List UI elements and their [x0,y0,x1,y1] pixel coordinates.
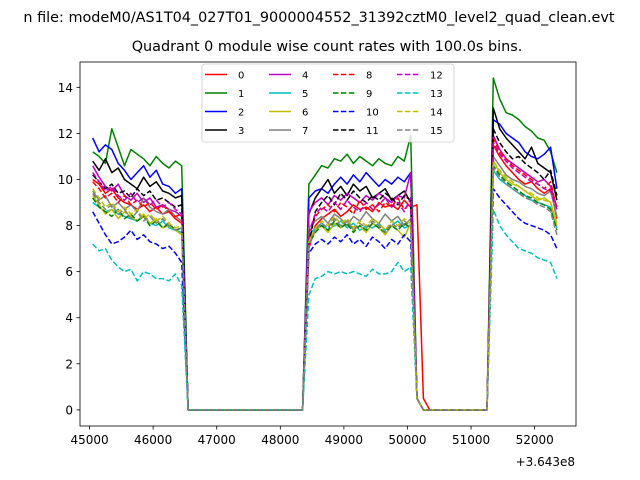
x-tick-label: 49000 [325,433,363,447]
legend-label-4: 4 [302,71,308,82]
legend-label-3: 3 [238,126,244,137]
legend-label-14: 14 [430,108,443,119]
axes-frame [79,61,577,427]
legend-label-9: 9 [366,89,372,100]
chart-title: Quadrant 0 module wise count rates with … [132,39,523,55]
y-tick-label: 10 [58,173,73,187]
legend-label-12: 12 [430,71,443,82]
legend-label-10: 10 [366,108,379,119]
legend-label-7: 7 [302,126,308,137]
series-line-8 [92,137,558,411]
legend-label-11: 11 [366,126,379,137]
legend-label-1: 1 [238,89,244,100]
figure-suptitle: n file: modeM0/AS1T04_027T01_9000004552_… [23,10,614,26]
y-tick-label: 8 [65,219,73,233]
legend-box [201,63,455,143]
legend-label-5: 5 [302,89,308,100]
y-tick-label: 4 [65,311,73,325]
x-tick-label: 47000 [198,433,236,447]
x-tick-label: 50000 [388,433,426,447]
axes-layer: 45000 46000 47000 48000 49000 50000 51000 52000… [58,61,577,447]
x-axis-offset-label: +3.643e8 [516,455,575,469]
series-line-14 [92,160,558,411]
series-layer [92,77,558,411]
y-tick-label: 14 [58,81,73,95]
x-tick-label: 48000 [261,433,299,447]
legend-label-2: 2 [238,108,244,119]
legend-label-13: 13 [430,89,443,100]
y-tick-label: 0 [65,403,73,417]
y-tick-label: 12 [58,127,73,141]
series-line-15 [92,167,558,411]
x-tick-label: 45000 [70,433,108,447]
x-tick-label: 46000 [134,433,172,447]
legend-label-6: 6 [302,108,308,119]
y-tick-label: 6 [65,265,73,279]
x-tick-label: 52000 [516,433,554,447]
x-tick-label: 51000 [452,433,490,447]
legend-label-8: 8 [366,71,372,82]
legend-label-15: 15 [430,126,443,137]
legend-label-0: 0 [238,71,244,82]
y-tick-label: 2 [65,357,73,371]
